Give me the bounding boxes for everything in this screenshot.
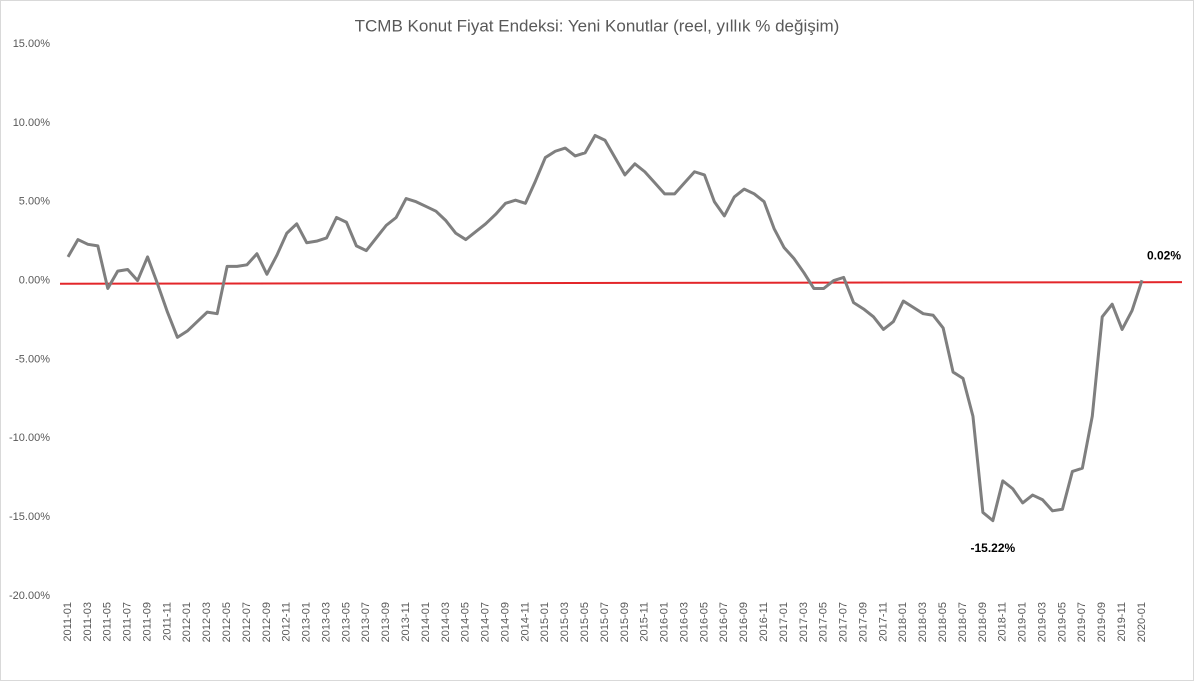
x-tick-label: 2016-05: [698, 602, 710, 642]
x-tick-label: 2013-03: [320, 602, 332, 642]
x-tick-label: 2016-03: [678, 602, 690, 642]
x-tick-label: 2013-05: [340, 602, 352, 642]
x-tick-label: 2012-03: [201, 602, 213, 642]
y-tick-label: 15.00%: [13, 38, 51, 50]
series-line: [66, 133, 1144, 523]
x-tick-label: 2011-11: [161, 602, 173, 641]
x-tick-label: 2019-05: [1056, 602, 1068, 642]
x-tick-label: 2013-11: [400, 602, 412, 642]
x-tick-label: 2014-03: [440, 602, 452, 642]
y-tick-label: -5.00%: [15, 353, 50, 365]
x-tick-label: 2016-07: [718, 602, 730, 642]
x-tick-label: 2011-05: [102, 602, 114, 642]
x-tick-label: 2016-11: [758, 602, 770, 642]
x-tick-label: 2011-01: [62, 602, 74, 642]
data-label: -15.22%: [970, 541, 1015, 555]
x-tick-label: 2012-09: [261, 602, 273, 642]
x-tick-label: 2011-09: [141, 602, 153, 642]
y-tick-label: -15.00%: [9, 511, 50, 523]
x-tick-label: 2015-03: [559, 602, 571, 642]
x-tick-label: 2012-07: [241, 602, 253, 642]
y-tick-label: 0.00%: [19, 274, 50, 286]
x-tick-label: 2019-03: [1036, 602, 1048, 642]
x-tick-label: 2017-09: [857, 602, 869, 642]
x-tick-label: 2015-07: [599, 602, 611, 642]
x-tick-label: 2018-07: [957, 602, 969, 642]
x-tick-label: 2014-09: [499, 602, 511, 642]
x-tick-label: 2011-07: [122, 602, 134, 642]
x-tick-label: 2018-09: [977, 602, 989, 642]
x-tick-label: 2013-07: [360, 602, 372, 642]
x-tick-label: 2015-11: [639, 602, 651, 642]
y-tick-label: 10.00%: [13, 117, 51, 129]
x-tick-label: 2019-09: [1096, 602, 1108, 642]
x-tick-label: 2014-07: [480, 602, 492, 642]
x-tick-label: 2014-05: [460, 602, 472, 642]
x-tick-label: 2019-07: [1076, 602, 1088, 642]
x-tick-label: 2013-09: [380, 602, 392, 642]
x-tick-label: 2017-05: [818, 602, 830, 642]
x-tick-label: 2012-01: [181, 602, 193, 642]
x-tick-label: 2019-01: [1017, 602, 1029, 642]
x-tick-label: 2016-09: [738, 602, 750, 642]
y-tick-label: 5.00%: [19, 196, 50, 208]
x-tick-label: 2018-05: [937, 602, 949, 642]
x-tick-label: 2016-01: [659, 602, 671, 642]
x-tick-label: 2015-09: [619, 602, 631, 642]
x-tick-label: 2019-11: [1116, 602, 1128, 642]
chart-title: TCMB Konut Fiyat Endeksi: Yeni Konutlar …: [355, 16, 840, 35]
x-tick-label: 2017-01: [778, 602, 790, 642]
x-tick-label: 2011-03: [82, 602, 94, 642]
x-tick-label: 2013-01: [301, 602, 313, 642]
x-tick-label: 2020-01: [1136, 602, 1148, 642]
x-tick-label: 2014-11: [519, 602, 531, 642]
x-tick-label: 2018-01: [897, 602, 909, 642]
x-tick-label: 2018-03: [917, 602, 929, 642]
x-tick-label: 2017-11: [877, 602, 889, 642]
x-tick-label: 2015-05: [579, 602, 591, 642]
x-tick-label: 2015-01: [539, 602, 551, 642]
y-tick-label: -20.00%: [9, 590, 50, 602]
trend-line: [59, 281, 1183, 285]
x-tick-label: 2014-01: [420, 602, 432, 642]
x-tick-label: 2018-11: [997, 602, 1009, 642]
x-tick-label: 2012-05: [221, 602, 233, 642]
x-tick-label: 2012-11: [281, 602, 293, 642]
x-tick-label: 2017-03: [798, 602, 810, 642]
data-label: 0.02%: [1147, 248, 1181, 262]
x-tick-label: 2017-07: [838, 602, 850, 642]
y-tick-label: -10.00%: [9, 432, 50, 444]
